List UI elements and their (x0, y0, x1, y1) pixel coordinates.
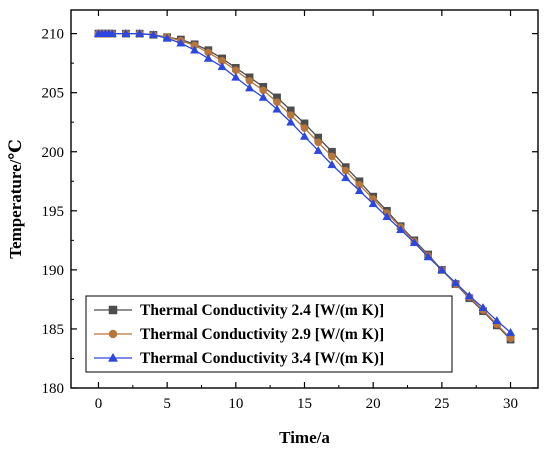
data-point-series-3 (382, 212, 392, 221)
data-point-series-3 (492, 316, 502, 325)
y-axis-label: Temperature/℃ (6, 139, 25, 259)
data-point-series-3 (272, 104, 282, 113)
data-point-series-3 (299, 131, 310, 140)
x-tick-label: 20 (366, 396, 381, 412)
data-point-series-3 (286, 117, 296, 126)
legend-label-3: Thermal Conductivity 3.4 [W/(m K)] (140, 350, 384, 367)
y-tick-label: 190 (42, 263, 65, 279)
data-point-series-3 (423, 252, 433, 261)
data-point-series-3 (121, 28, 131, 37)
series-line-2 (98, 32, 511, 339)
data-point-series-3 (505, 327, 516, 336)
data-point-series-3 (176, 38, 186, 47)
y-tick-label: 205 (42, 86, 65, 102)
series-line-1 (98, 32, 511, 341)
x-tick-label: 5 (163, 396, 171, 412)
data-point-series-3 (190, 45, 200, 54)
data-point-series-3 (107, 28, 117, 37)
x-axis-label: Time/a (279, 428, 330, 447)
series-line-3 (98, 32, 511, 333)
y-tick-label: 180 (42, 381, 65, 397)
data-point-series-3 (368, 199, 378, 208)
data-point-series-3 (437, 265, 447, 274)
y-tick-label: 195 (42, 204, 65, 220)
data-point-series-3 (148, 30, 158, 39)
legend-marker-2 (108, 329, 118, 339)
data-point-series-3 (203, 53, 213, 62)
y-tick-label: 210 (42, 27, 65, 43)
data-point-series-2 (328, 152, 336, 161)
data-point-series-3 (231, 72, 241, 81)
data-point-series-3 (396, 225, 406, 234)
x-tick-label: 30 (503, 396, 518, 412)
y-tick-label: 185 (42, 322, 65, 338)
data-point-series-3 (464, 291, 474, 300)
legend-label-1: Thermal Conductivity 2.4 [W/(m K)] (140, 302, 384, 319)
data-point-series-3 (313, 145, 323, 154)
data-point-series-3 (217, 62, 227, 71)
x-tick-label: 25 (434, 396, 449, 412)
legend-marker-3 (107, 352, 119, 362)
data-point-series-3 (409, 238, 419, 247)
legend-marker-1 (108, 305, 118, 315)
data-point-series-3 (162, 33, 172, 42)
data-point-series-2 (300, 124, 309, 132)
data-point-series-3 (451, 278, 461, 287)
legend-box (85, 295, 453, 373)
data-point-series-3 (258, 92, 268, 101)
data-point-series-3 (327, 160, 337, 169)
legend-label-2: Thermal Conductivity 2.9 [W/(m K)] (140, 326, 384, 343)
data-point-series-3 (354, 186, 365, 195)
x-tick-label: 10 (228, 396, 243, 412)
data-point-series-3 (341, 173, 351, 182)
data-point-series-3 (478, 303, 488, 312)
data-point-series-3 (244, 83, 255, 92)
data-point-series-2 (314, 138, 323, 147)
data-point-series-3 (135, 28, 145, 37)
x-tick-label: 0 (95, 396, 103, 412)
x-tick-label: 15 (297, 396, 312, 412)
data-point-series-2 (506, 334, 515, 343)
y-tick-label: 200 (42, 145, 65, 161)
